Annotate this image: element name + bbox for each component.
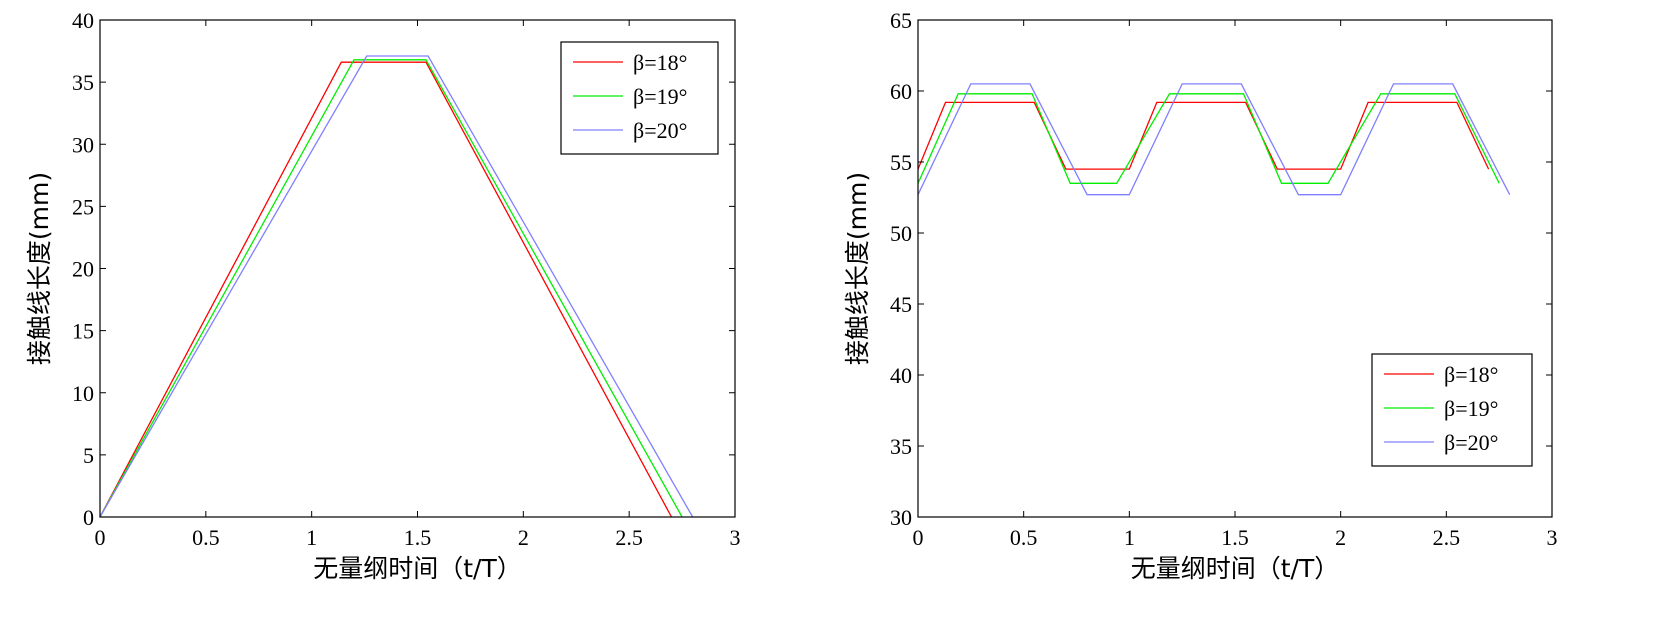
chart-2: 0 0.5 1 1.5 2 2.5 3 30 35 40 45 50 55 60 65 无量纲时间（t/T） 接… <box>843 8 1558 583</box>
chart-1: 0 0.5 1 1.5 2 2.5 30510152025303540无量纲时间（t/T）接… <box>25 8 741 583</box>
chart-1-y-tick-label: 10 <box>72 381 94 406</box>
chart-1-series-line-3 <box>99 55 694 518</box>
chart-2-series-line-1 <box>917 101 1490 170</box>
chart-2-x-tick-label: 0 <box>913 525 924 550</box>
chart-2-x-tick-label: 1 <box>1124 525 1135 550</box>
chart-1-x-tick-label: 1 <box>306 525 317 550</box>
chart-1-y-tick-label: 35 <box>72 70 94 95</box>
chart-2-x-tick-label: 3 <box>1547 525 1558 550</box>
chart-1-legend-label-1: β=18° <box>633 50 687 75</box>
chart-2-y-axis-label: 接触线长度(mm) <box>843 172 872 365</box>
chart-2-series-line-3 <box>917 83 1511 196</box>
chart-2-legend-box <box>1371 353 1533 467</box>
chart-2-legend-label-3: β=20° <box>1444 430 1498 455</box>
chart-2-y-tick-label: 50 <box>890 221 912 246</box>
chart-2-legend: β=18° β=19° β=20° <box>1371 353 1533 467</box>
chart-1-y-tick-label: 5 <box>83 443 94 468</box>
chart-1-x-tick-label: 0.5 <box>192 525 220 550</box>
chart-1-x-tick-label: 3 <box>730 525 741 550</box>
chart-1-x-tick-label: 1.5 <box>404 525 432 550</box>
chart-1-y-tick-label: 30 <box>72 132 94 157</box>
chart-1-legend-box <box>560 41 719 155</box>
chart-2-y-tick-label: 65 <box>890 8 912 33</box>
chart-2-y-tick-label: 35 <box>890 434 912 459</box>
chart-2-legend-label-2: β=19° <box>1444 396 1498 421</box>
chart-1-y-tick-label: 40 <box>72 8 94 33</box>
chart-1-series-line-2 <box>99 59 683 518</box>
chart-1-x-tick-label: 2 <box>518 525 529 550</box>
chart-2-legend-label-1: β=18° <box>1444 362 1498 387</box>
chart-1-legend-label-3: β=20° <box>633 118 687 143</box>
chart-2-y-tick-label: 45 <box>890 292 912 317</box>
chart-2-series-line-2 <box>917 93 1500 184</box>
chart-1-y-tick-label: 0 <box>83 505 94 530</box>
chart-2-x-axis-label: 无量纲时间（t/T） <box>1131 554 1340 583</box>
chart-2-x-tick-label: 2.5 <box>1433 525 1461 550</box>
chart-1-x-axis-label: 无量纲时间（t/T） <box>313 554 522 583</box>
chart-1-x-tick-label: 2.5 <box>615 525 643 550</box>
chart-2-x-tick-label: 1.5 <box>1221 525 1249 550</box>
chart-2-y-tick-label: 30 <box>890 505 912 530</box>
chart-1-y-tick-label: 15 <box>72 319 94 344</box>
chart-1-y-tick-label: 20 <box>72 257 94 282</box>
chart-2-y-tick-label: 60 <box>890 79 912 104</box>
chart-1-series-line-1 <box>99 61 673 518</box>
chart-1-legend-label-2: β=19° <box>633 84 687 109</box>
chart-1-legend: β=18° β=19° β=20° <box>560 41 719 155</box>
chart-2-x-tick-label: 2 <box>1335 525 1346 550</box>
chart-2-y-tick-label: 40 <box>890 363 912 388</box>
chart-1-y-axis-label: 接触线长度(mm) <box>25 172 54 365</box>
chart-2-y-tick-label: 55 <box>890 150 912 175</box>
chart-2-x-tick-label: 0.5 <box>1010 525 1038 550</box>
chart-1-y-tick-label: 25 <box>72 194 94 219</box>
chart-1-x-tick-label: 0 <box>95 525 106 550</box>
